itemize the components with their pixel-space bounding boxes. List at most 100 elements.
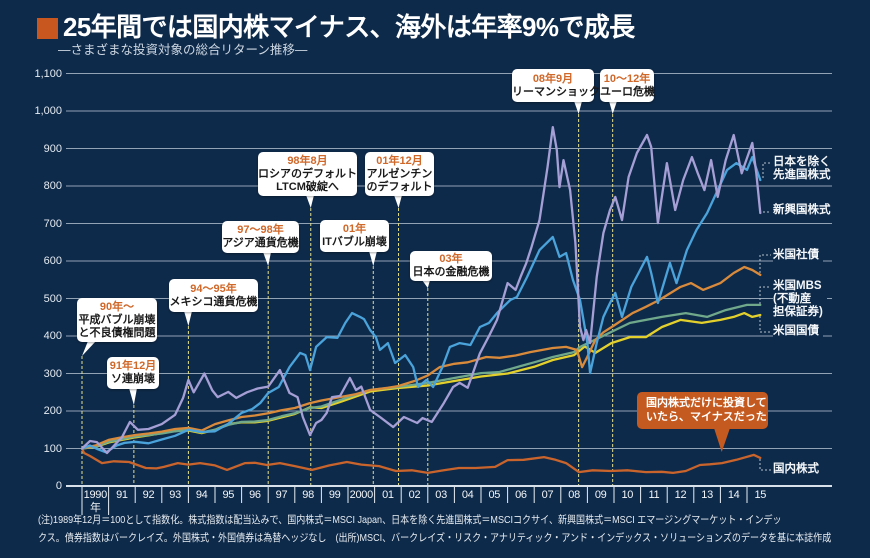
annotation-text: ユーロ危機 — [600, 85, 655, 98]
x-tick-label: 02 — [408, 489, 421, 501]
callout-pointer — [369, 251, 377, 266]
annotation-text: ロシアのデフォルト — [258, 167, 357, 180]
x-tick-label: 10 — [621, 489, 634, 501]
annotation-text: LTCM破綻へ — [276, 180, 339, 193]
y-tick-label: 0 — [55, 480, 62, 492]
annotation-date: 91年12月 — [109, 360, 157, 372]
callout-pointer — [263, 252, 271, 266]
annotation-text: のデフォルト — [366, 180, 433, 193]
annotation-asian-crisis: 97～98年 アジア通貨危機 — [222, 221, 299, 253]
series-label-treasury: 米国国債 — [773, 325, 823, 338]
highlight-callout-text: いたら、マイナスだった — [646, 411, 767, 423]
annotation-bubble-bubble-crash: 90年～ 平成バブル崩壊 と不良債権問題 — [77, 298, 157, 342]
y-tick-label: 500 — [43, 292, 62, 305]
series-label-line: 新興国株式 — [773, 204, 831, 216]
series-label-line: 日本を除く — [773, 156, 831, 168]
chart-title: 25年間では国内株マイナス、海外は年率9%で成長 — [63, 12, 635, 42]
x-tick-label: 05 — [488, 489, 501, 501]
x-tick-label: 08 — [568, 489, 580, 501]
leader-line-corporate — [759, 254, 771, 273]
leader-line-mbs — [759, 286, 771, 304]
x-tick-label: 91 — [116, 489, 128, 501]
chart-subtitle: —さまざまな投資対象の総合リターン推移— — [58, 43, 308, 57]
series-line-mbs — [80, 303, 762, 450]
y-tick-label: 1,100 — [34, 67, 62, 80]
x-tick-label: 1990 — [83, 489, 108, 501]
leader-line-domestic — [759, 459, 771, 471]
y-tick-label: 800 — [43, 180, 62, 192]
series-line-emerging — [80, 125, 762, 455]
annotation-date: 97～98年 — [237, 224, 284, 236]
annotation-date: 01年12月 — [376, 154, 423, 167]
annotation-date: 10～12年 — [603, 72, 651, 85]
series-label-line: 国内株式 — [773, 463, 819, 475]
y-tick-label: 200 — [43, 405, 62, 417]
x-tick-label: 98 — [302, 489, 314, 501]
series-label-emerging: 新興国株式 — [773, 204, 835, 217]
x-tick-label: 99 — [328, 489, 341, 501]
x-tick-label: 03 — [435, 489, 447, 501]
annotation-text: メキシコ通貨危機 — [169, 295, 258, 308]
x-unit-label: 年 — [89, 502, 101, 514]
series-label-mbs: 米国MBS (不動産 担保証券) — [773, 280, 827, 319]
annotation-text: リーマンショック — [512, 85, 600, 98]
highlight-callout-text: 国内株式だけに投資して — [646, 397, 767, 409]
callout-pointer — [129, 388, 137, 405]
series-label-line: 米国社債 — [773, 249, 819, 261]
callout-pointer — [184, 311, 192, 326]
y-tick-label: 400 — [43, 330, 62, 342]
y-tick-label: 600 — [43, 255, 62, 267]
annotation-it-bubble: 01年 ITバブル崩壊 — [320, 220, 389, 252]
y-tick-label: 1,000 — [34, 105, 62, 117]
x-tick-label: 94 — [195, 489, 208, 501]
annotation-argentina-default: 01年12月 アルゼンチン のデフォルト — [365, 152, 434, 196]
annotation-text: ソ連崩壊 — [111, 373, 155, 385]
x-tick-label: 06 — [515, 489, 527, 501]
annotation-text: アジア通貨危機 — [222, 237, 299, 249]
series-label-line: 担保証券) — [773, 306, 823, 318]
annotation-date: 03年 — [439, 253, 463, 265]
annotation-date: 98年8月 — [287, 154, 328, 167]
x-tick-label: 93 — [169, 489, 181, 501]
annotation-date: 90年～ — [99, 300, 135, 313]
callout-pointer — [609, 101, 617, 114]
x-tick-label: 12 — [674, 489, 687, 501]
callout-pointer — [574, 101, 582, 114]
series-label-line: 米国MBS — [773, 280, 822, 292]
x-tick-label: 97 — [275, 489, 288, 501]
callout-pointer — [82, 341, 96, 356]
series-label-line: 米国国債 — [773, 325, 819, 337]
leader-line-treasury — [759, 316, 771, 333]
annotation-date: 08年9月 — [532, 72, 574, 85]
x-tick-label: 11 — [648, 489, 660, 501]
x-tick-label: 01 — [382, 489, 394, 501]
footnote-line: クス。債券指数はバークレイズ。外国株式・外国債券は為替ヘッジなし (出所)MSC… — [38, 532, 832, 544]
series-label-line: 先進国株式 — [773, 169, 831, 181]
callout-pointer — [394, 195, 402, 208]
callout-pointer — [306, 195, 314, 208]
series-line-developed — [80, 155, 762, 454]
series-line-domestic — [80, 447, 762, 475]
annotation-soviet-collapse: 91年12月 ソ連崩壊 — [107, 357, 159, 389]
annotation-euro-crisis: 10～12年 ユーロ危機 — [600, 69, 655, 102]
y-tick-label: 300 — [43, 367, 62, 380]
annotation-lehman-shock: 08年9月 リーマンショック — [512, 69, 600, 102]
x-tick-label: 2000 — [349, 489, 374, 501]
series-label-developed: 日本を除く 先進国株式 — [773, 156, 835, 182]
series-line-corporate — [80, 265, 762, 450]
y-tick-label: 700 — [43, 217, 62, 230]
annotation-text: と不良債権問題 — [78, 326, 156, 339]
annotation-text: 平成バブル崩壊 — [78, 313, 156, 326]
x-tick-label: 14 — [727, 489, 740, 501]
x-tick-label: 92 — [142, 489, 155, 501]
footnote-line: (注)1989年12月＝100として指数化。株式指数は配当込みで、国内株式＝MS… — [38, 514, 782, 526]
x-tick-label: 04 — [461, 489, 474, 501]
series-label-corporate: 米国社債 — [773, 249, 823, 262]
annotation-japan-financial-crisis: 03年 日本の金融危機 — [410, 251, 492, 281]
annotation-text: ITバブル崩壊 — [322, 236, 387, 248]
annotation-text: アルゼンチン — [366, 167, 433, 180]
highlight-callout-pointer — [714, 428, 730, 452]
orange-square-icon — [37, 18, 58, 39]
